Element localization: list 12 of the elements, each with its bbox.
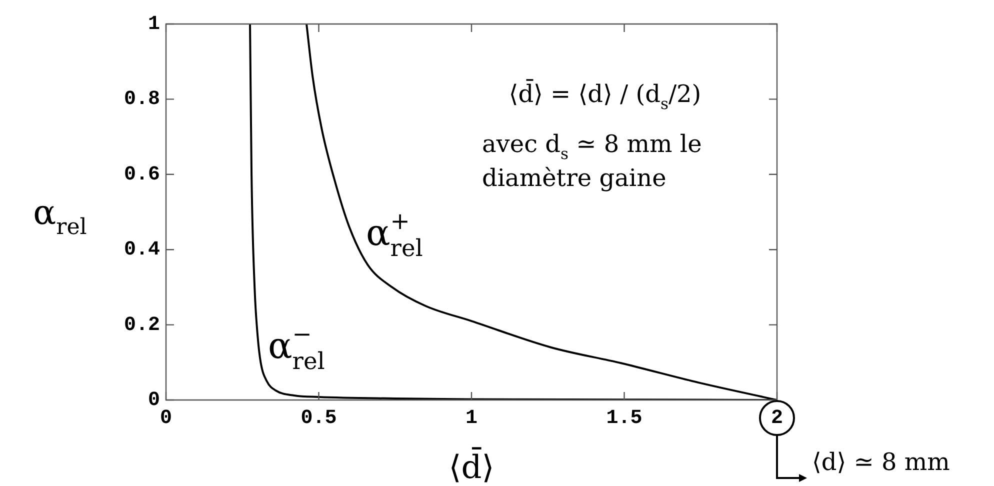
- x-tick-label: 1: [465, 407, 478, 430]
- x-tick-label: 1.5: [606, 407, 642, 430]
- y-tick-label: 0.6: [124, 163, 160, 186]
- y-tick-label: 0: [148, 389, 160, 412]
- y-tick-label: 0.2: [124, 314, 160, 337]
- x-tick-label: 2: [770, 407, 784, 430]
- y-tick-label: 1: [148, 13, 160, 36]
- y-tick-label: 0.8: [124, 88, 160, 112]
- x-tick-label: 0.5: [300, 407, 337, 430]
- x-axis-title: ⟨d̄⟩: [448, 447, 494, 486]
- text: ⟨d⟩ ≃ 8 mm: [812, 448, 950, 476]
- y-tick-label: 0.4: [124, 238, 160, 262]
